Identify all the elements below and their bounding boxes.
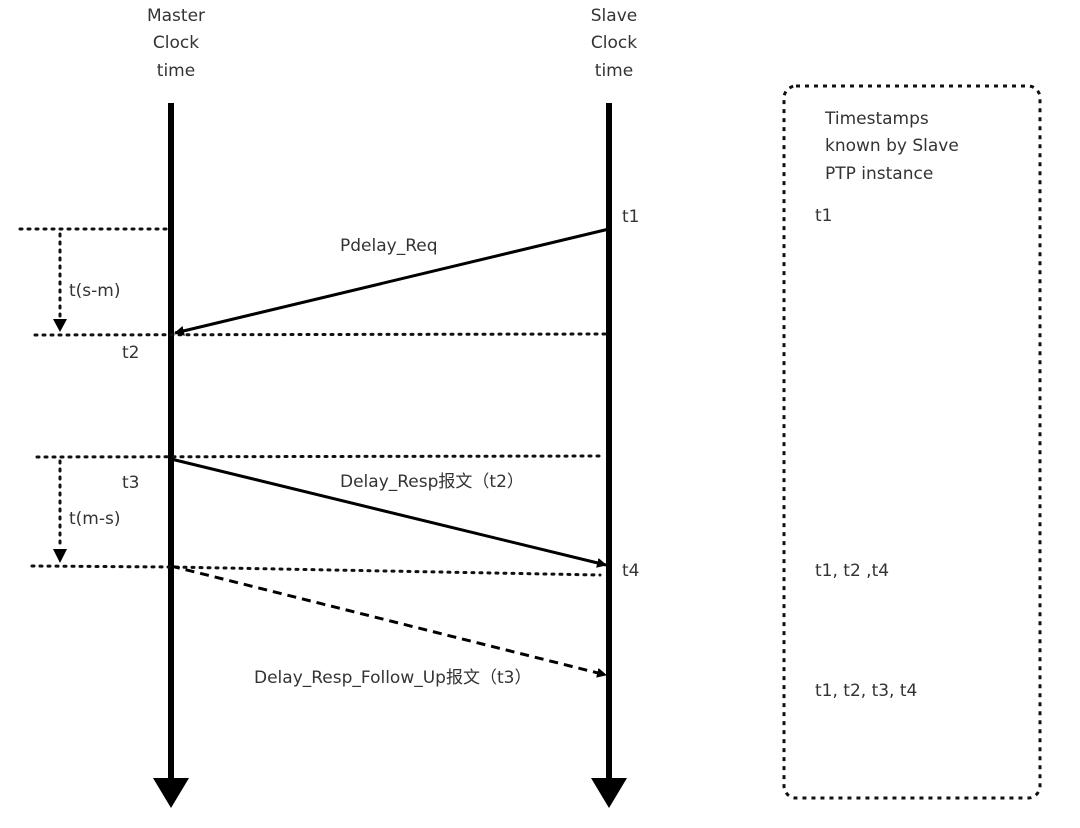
slave-label-1: Slave	[591, 6, 637, 26]
label-t-m-s: t(m-s)	[69, 509, 120, 529]
pdelay-req-arrow	[174, 227, 610, 336]
follow-up-label: Delay_Resp_Follow_Up报文（t3）	[254, 668, 531, 688]
timestamps-row-2: t1, t2 ,t4	[815, 561, 889, 581]
timestamps-row-1: t1	[815, 206, 832, 226]
timestamps-box	[782, 84, 1042, 800]
ref-line-t3	[35, 454, 605, 459]
follow-up-arrow	[170, 564, 607, 678]
pdelay-req-label: Pdelay_Req	[340, 236, 438, 256]
master-label-1: Master	[147, 6, 205, 26]
interval-m-s-arrowhead	[53, 549, 67, 563]
timestamps-title-3: PTP instance	[825, 164, 933, 184]
timestamps-title-1: Timestamps	[824, 109, 929, 129]
label-t3: t3	[122, 473, 139, 493]
label-t1: t1	[622, 207, 639, 227]
timestamps-row-3: t1, t2, t3, t4	[815, 681, 917, 701]
slave-timeline-arrowhead	[591, 778, 627, 808]
label-t2: t2	[122, 343, 139, 363]
label-t4: t4	[622, 561, 639, 581]
slave-label-3: time	[595, 61, 633, 81]
ref-line-t4	[30, 564, 602, 577]
timestamps-title-2: known by Slave	[825, 136, 959, 156]
master-label-2: Clock	[153, 33, 199, 53]
master-timeline-arrowhead	[153, 778, 189, 808]
delay-resp-arrow	[170, 457, 607, 568]
slave-label-2: Clock	[591, 33, 637, 53]
ref-line-t2	[33, 332, 608, 337]
interval-s-m-arrowhead	[53, 319, 67, 332]
label-t-s-m: t(s-m)	[69, 281, 120, 301]
delay-resp-label: Delay_Resp报文（t2）	[340, 472, 524, 492]
master-label-3: time	[157, 61, 195, 81]
